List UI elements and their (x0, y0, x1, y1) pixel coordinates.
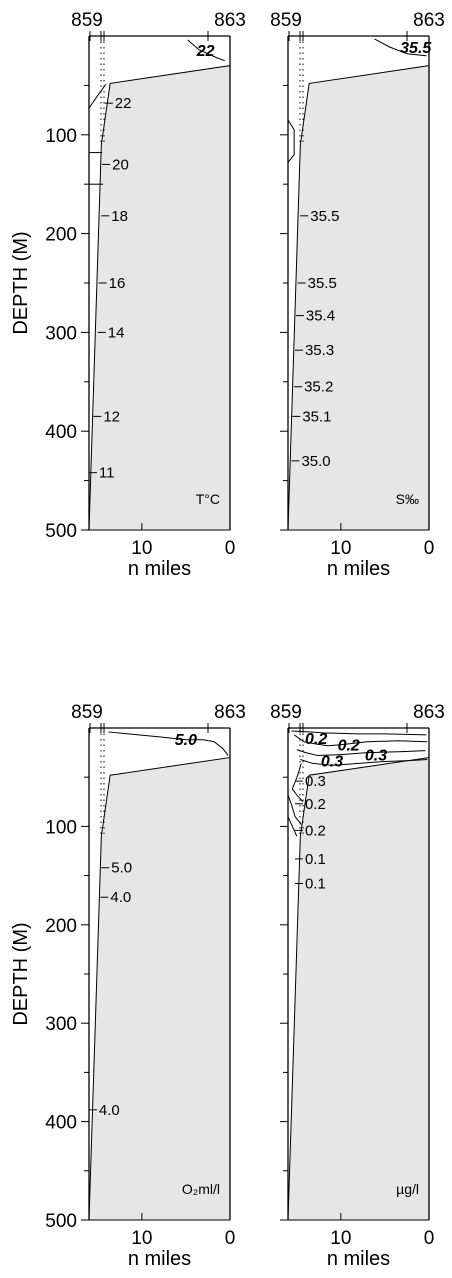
contour-label: 0.2 (305, 822, 326, 839)
station-label-right: 863 (413, 10, 445, 31)
contour-label: 35.5 (308, 275, 337, 292)
station-label-right: 863 (214, 10, 246, 31)
contour-label: 0.3 (365, 748, 387, 765)
contour-line (88, 84, 107, 109)
seabed-area (287, 756, 430, 1221)
unit-label: T°C (196, 491, 220, 507)
y-axis-title: DEPTH (M) (10, 231, 32, 334)
seabed-area (88, 65, 231, 531)
x-tick-label: 10 (131, 1228, 152, 1249)
y-tick-label: 200 (45, 916, 77, 937)
station-label-right: 863 (413, 702, 445, 723)
contour-label: 0.2 (338, 738, 360, 755)
station-label-right: 863 (214, 702, 246, 723)
x-tick-label: 10 (330, 1228, 351, 1249)
y-tick-label: 100 (45, 126, 77, 147)
contour-label: 0.3 (321, 753, 343, 770)
contour-line (287, 816, 298, 837)
contour-line (296, 749, 426, 757)
y-tick-label: 400 (45, 1113, 77, 1134)
station-label-left: 859 (71, 702, 103, 723)
contour-label: 5.0 (175, 732, 197, 749)
contour-line (287, 794, 302, 825)
seabed-area (88, 756, 231, 1221)
contour-line (374, 38, 427, 57)
contour-label: 35.1 (302, 408, 331, 425)
station-label-left: 859 (270, 10, 302, 31)
contour-label: 4.0 (99, 1102, 120, 1119)
contour-label: 0.1 (305, 875, 326, 892)
unit-label: O₂ml/l (182, 1181, 220, 1197)
y-tick-label: 300 (45, 323, 77, 344)
contour-label: 14 (108, 324, 125, 341)
y-tick-label: 200 (45, 225, 77, 246)
contour-label: 35.2 (304, 379, 333, 396)
contour-line (291, 763, 304, 803)
x-tick-label: 0 (225, 1228, 236, 1249)
contour-label: 12 (103, 408, 120, 425)
contour-label: 0.2 (305, 731, 327, 748)
contour-label: 35.5 (400, 40, 432, 57)
contour-line (293, 734, 428, 747)
seabed-area (287, 65, 430, 531)
y-tick-label: 300 (45, 1014, 77, 1035)
contour-label: 20 (112, 156, 129, 173)
unit-label: µg/l (396, 1181, 419, 1197)
contour-label: 0.2 (305, 796, 326, 813)
contour-label: 22 (196, 43, 215, 60)
x-tick-label: 0 (424, 538, 435, 559)
contour-line (291, 730, 427, 736)
station-label-left: 859 (270, 702, 302, 723)
x-axis-title: n miles (128, 1248, 191, 1270)
contour-label: 35.3 (305, 342, 334, 359)
unit-label: S‰ (396, 491, 419, 507)
contour-label: 35.4 (306, 308, 335, 325)
x-axis-title: n miles (327, 558, 390, 580)
contour-label: 35.0 (301, 453, 330, 470)
contour-label: 35.5 (310, 208, 339, 225)
station-label-left: 859 (71, 10, 103, 31)
y-tick-label: 400 (45, 422, 77, 443)
contour-label: 4.0 (110, 889, 131, 906)
contour-label: 5.0 (111, 860, 132, 877)
contour-label: 0.1 (305, 851, 326, 868)
x-axis-title: n miles (128, 558, 191, 580)
contour-line (300, 758, 428, 766)
x-tick-label: 0 (225, 538, 236, 559)
x-tick-label: 10 (330, 538, 351, 559)
y-tick-label: 500 (45, 1211, 77, 1232)
x-tick-label: 0 (424, 1228, 435, 1249)
contour-line (108, 731, 229, 756)
x-tick-label: 10 (131, 538, 152, 559)
panel-salinity: 859 863 10 0 n miles 35.5 35.5 35.5 35.4 35.3 35.2… (270, 10, 445, 580)
contour-line (287, 119, 295, 163)
x-axis-title: n miles (327, 1248, 390, 1270)
contour-line (187, 39, 225, 62)
contour-label: 16 (109, 275, 126, 292)
contour-label: 0.3 (305, 773, 326, 790)
contour-label: 22 (115, 95, 132, 112)
contour-label: 18 (111, 208, 128, 225)
y-axis-title: DEPTH (M) (10, 922, 32, 1025)
y-tick-label: 100 (45, 817, 77, 838)
contour-label: 11 (99, 465, 115, 482)
y-tick-label: 500 (45, 521, 77, 542)
